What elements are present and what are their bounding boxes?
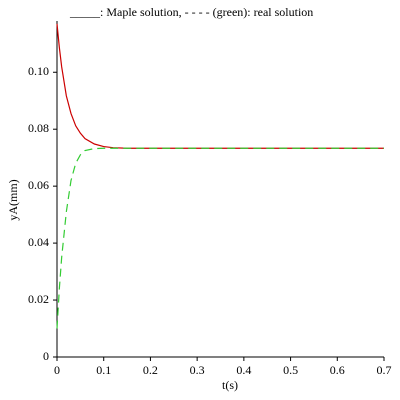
y-tick-label: 0.02 — [28, 292, 49, 306]
y-tick-label: 0.08 — [28, 121, 49, 135]
x-tick-label: 0.4 — [236, 363, 251, 377]
x-tick-label: 0 — [54, 363, 60, 377]
series-line — [56, 23, 384, 149]
y-axis-label: yA(mm) — [6, 179, 20, 220]
x-tick-label: 0.6 — [330, 363, 345, 377]
y-tick-label: 0.06 — [28, 178, 49, 192]
x-axis-label: t(s) — [222, 378, 238, 392]
y-tick-label: 0.10 — [28, 64, 49, 78]
x-tick-label: 0.1 — [96, 363, 111, 377]
series-line — [56, 147, 384, 329]
chart-title: _____: Maple solution, - - - - (green): … — [69, 5, 313, 19]
x-tick-label: 0.3 — [190, 363, 205, 377]
x-tick-label: 0.5 — [283, 363, 298, 377]
x-tick-label: 0.7 — [377, 363, 392, 377]
y-tick-label: 0 — [43, 349, 49, 363]
y-tick-label: 0.04 — [28, 235, 49, 249]
x-tick-label: 0.2 — [143, 363, 158, 377]
